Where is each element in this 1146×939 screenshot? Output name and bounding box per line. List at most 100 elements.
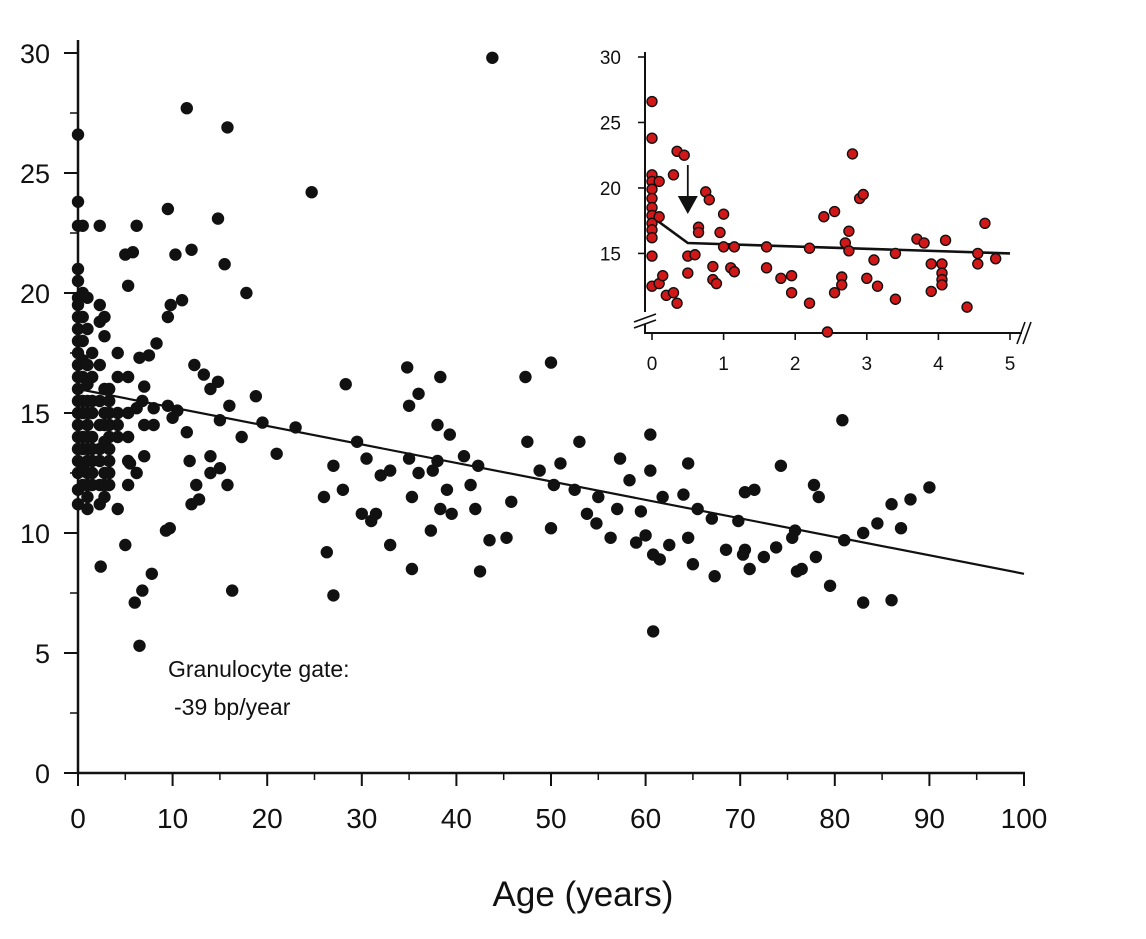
data-point [812, 490, 825, 504]
data-point [121, 279, 135, 292]
data-point [145, 567, 158, 580]
inset-data-point [646, 232, 658, 244]
data-point [81, 291, 94, 304]
data-point [634, 505, 648, 518]
x-tick-label: 20 [252, 803, 283, 834]
data-point [136, 584, 149, 597]
data-point [604, 531, 617, 544]
data-point [592, 490, 605, 504]
data-point [402, 452, 416, 465]
data-point [320, 546, 333, 559]
inset-ticks: 15 20 25 30 0 1 2 3 4 5 [600, 48, 1015, 375]
inset-data-point [667, 287, 680, 299]
data-point [923, 481, 936, 494]
data-point [533, 464, 546, 477]
data-point [138, 380, 151, 393]
data-point [708, 570, 721, 583]
data-point [111, 346, 124, 360]
inset-data-point [936, 279, 948, 291]
inset-data-point [671, 297, 683, 309]
data-point [138, 450, 151, 463]
inset-data-point [871, 280, 884, 292]
inset-data-point [775, 272, 787, 285]
data-point [469, 502, 482, 516]
data-point [147, 418, 160, 432]
data-point [81, 322, 94, 336]
data-point [121, 370, 135, 384]
data-point [317, 490, 331, 504]
inset-y-tick-label: 20 [600, 179, 621, 200]
data-point [204, 466, 217, 480]
data-point [383, 538, 397, 552]
inset-data-point [760, 262, 773, 274]
y-tick-label: 10 [20, 519, 50, 549]
data-point [85, 370, 99, 384]
data-point [809, 550, 823, 564]
data-point [71, 195, 85, 208]
data-point [885, 594, 898, 607]
data-point [192, 493, 206, 506]
data-point [81, 490, 94, 504]
data-point [103, 418, 116, 432]
data-point [126, 246, 140, 259]
data-point [93, 454, 106, 468]
inset-data-point [821, 326, 834, 338]
data-point [218, 258, 231, 271]
data-point [81, 502, 94, 516]
data-point [121, 430, 135, 444]
inset-data-point [657, 269, 669, 282]
data-point [93, 358, 106, 372]
data-point [123, 457, 137, 470]
data-point [98, 490, 111, 504]
x-tick-label: 100 [1001, 803, 1048, 834]
data-point [270, 447, 283, 460]
inset-x-tick-label: 3 [862, 354, 873, 375]
inset-data-point [843, 245, 855, 257]
inset-x-tick-label: 5 [1005, 354, 1016, 375]
data-point [336, 483, 350, 496]
data-point [774, 459, 788, 472]
data-point [76, 310, 89, 324]
trend-line [77, 387, 1025, 575]
data-point [653, 553, 666, 566]
data-point [856, 596, 870, 609]
data-point [221, 478, 234, 492]
data-point [164, 298, 177, 312]
inset-data-point [889, 293, 902, 305]
data-point [434, 502, 447, 516]
data-point [544, 522, 558, 535]
data-point [103, 382, 116, 396]
data-point [213, 462, 227, 475]
data-point [457, 450, 471, 463]
inset-arrow [677, 165, 698, 214]
inset-data-point [682, 267, 694, 279]
data-point [183, 454, 196, 468]
annotation-line-1: Granulocyte gate: [168, 656, 350, 682]
data-point [240, 286, 253, 300]
data-point [856, 526, 870, 540]
data-point [161, 310, 175, 324]
data-point [93, 298, 106, 312]
inset-data-point [653, 211, 665, 223]
inset-data-point [707, 260, 719, 273]
data-point [748, 483, 761, 496]
data-point [103, 442, 116, 456]
inset-x-tick-label: 4 [933, 354, 944, 375]
inset-data-point [703, 194, 715, 206]
inset-data-point [925, 285, 937, 298]
data-point [103, 466, 116, 480]
x-tick-label: 50 [535, 803, 566, 834]
data-point [71, 322, 85, 336]
inset-data-point [972, 247, 984, 260]
data-point [103, 430, 116, 444]
data-point [894, 522, 908, 535]
data-point [71, 128, 85, 141]
inset-trend [651, 215, 1011, 255]
data-point [130, 466, 143, 480]
x-tick-label: 90 [914, 803, 945, 834]
data-point [807, 478, 821, 492]
inset-x-axis-break-mark [1022, 321, 1032, 345]
inset-arrow-head [677, 196, 698, 214]
data-point [412, 466, 425, 480]
